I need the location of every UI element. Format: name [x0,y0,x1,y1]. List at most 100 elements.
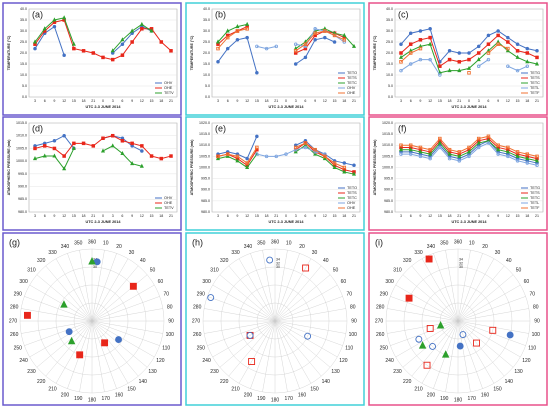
spoke [457,258,495,322]
x-tick-label: 12 [323,214,327,218]
angle-label: 290 [380,291,389,297]
marker [159,156,164,161]
marker [408,152,413,156]
marker [473,339,480,347]
marker [332,33,337,38]
x-axis-label: UTC 2-3 JUNE 2014 [268,105,304,109]
marker [398,54,404,59]
angle-label: 150 [493,387,502,393]
spoke [91,253,117,322]
angle-label: 320 [403,258,412,264]
marker [65,328,73,336]
spoke [274,320,331,368]
marker [169,154,173,158]
angle-label: 350 [440,241,449,247]
x-tick-label: 21 [535,99,539,103]
legend-label: TETS [530,76,540,80]
angle-label: 240 [385,358,394,364]
angle-label: 260 [193,332,202,338]
marker [428,156,432,161]
angle-label: 70 [163,291,169,297]
spoke [219,274,276,322]
marker [352,163,356,168]
marker [408,31,413,35]
legend-label: OHV [164,196,173,200]
spoke [212,284,276,322]
x-tick-label: 6 [304,214,306,218]
x-tick-label: 15 [438,99,442,103]
y-tick-label: 35.0 [203,18,210,22]
angle-label: 30 [129,250,135,256]
x-tick-label: 6 [44,214,46,218]
marker [100,148,106,153]
panel-frame [368,116,548,231]
spoke [91,296,160,322]
spoke [457,284,521,322]
marker [447,147,452,152]
marker [245,156,249,161]
legend-label: OHE [164,201,173,205]
marker [264,46,269,51]
angle-label: 220 [220,379,229,385]
marker [457,68,462,73]
angle-label: 90 [534,318,540,324]
marker [457,60,462,64]
marker [207,294,215,302]
x-tick-label: 3 [217,214,219,218]
x-tick-label: 21 [91,99,95,103]
spoke [45,320,93,377]
spoke [91,320,155,358]
y-tick-label: 20.0 [20,51,27,55]
spoke [387,308,459,322]
x-tick-label: 3 [217,99,219,103]
x-tick-label: 12 [245,214,249,218]
marker [33,46,37,51]
spoke [274,250,288,322]
spoke [91,320,105,392]
marker [140,144,144,148]
marker [399,60,403,64]
panel-label: (i) [375,237,383,247]
x-tick-label: 21 [457,214,461,218]
marker [110,143,115,148]
marker [245,161,249,165]
marker [52,17,57,22]
marker [52,146,57,151]
marker [313,27,317,31]
x-tick-label: 3 [295,99,297,103]
x-tick-label: 9 [497,214,499,218]
x-tick-label: 9 [131,99,133,103]
angle-label: 220 [403,379,412,385]
spoke [204,308,276,322]
marker [436,321,445,329]
angle-label: 160 [298,393,307,399]
x-tick-label: 15 [150,214,154,218]
spoke [67,253,93,322]
y-tick-label: 1010.0 [16,134,27,138]
panel-frame [185,116,365,231]
spoke [274,265,322,322]
x-tick-label: 12 [506,214,510,218]
marker [32,39,38,44]
marker [62,15,67,20]
spoke [36,320,93,368]
marker [476,145,481,150]
marker [515,68,520,73]
marker [120,42,125,46]
spoke [91,265,139,322]
marker [52,24,57,29]
marker [467,154,471,159]
legend-label: OHE [164,86,173,90]
x-tick-label: 9 [497,99,499,103]
angle-label: 250 [14,345,23,351]
panel-label: (h) [192,237,203,247]
marker [476,44,481,49]
x-tick-label: 21 [535,214,539,218]
marker [437,140,442,145]
x-tick-label: 3 [295,214,297,218]
marker [303,141,308,145]
x-tick-label: 9 [419,214,421,218]
series-line [400,59,528,76]
marker [476,51,481,55]
